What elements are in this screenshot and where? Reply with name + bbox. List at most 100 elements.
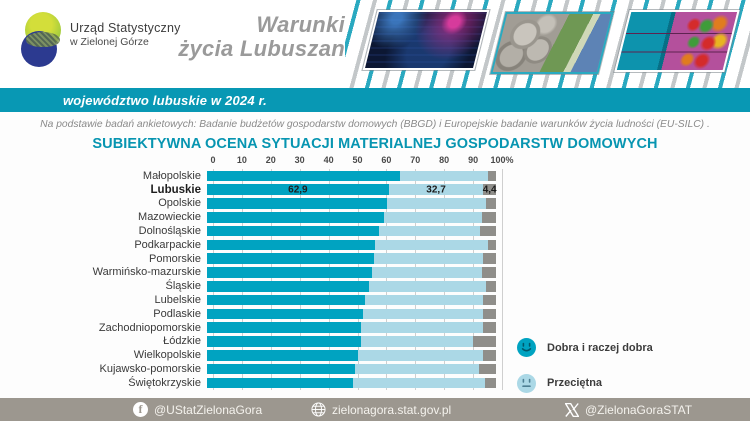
- bar-11: [207, 322, 496, 333]
- chart-row: Warmińsko-mazurskie: [0, 266, 502, 280]
- segment: [481, 211, 496, 223]
- segment: [487, 239, 496, 251]
- segment: [207, 322, 362, 333]
- category-label: Małopolskie: [142, 169, 201, 182]
- segment: [483, 308, 496, 320]
- segment: [485, 377, 496, 389]
- segment: [360, 336, 473, 347]
- segment: [483, 349, 496, 361]
- segment: [207, 239, 376, 251]
- segment: [207, 349, 359, 361]
- x-tick: 20: [265, 155, 276, 165]
- segment: [481, 267, 496, 278]
- segment: [207, 294, 365, 306]
- plot-rows: Małopolskie Lubuskie 62,9 32,7 4,4 Opolskie Ma…: [0, 169, 502, 390]
- bar-6: [207, 253, 496, 264]
- fridge-with-food-photo: [614, 10, 740, 72]
- chart-row: Łódzkie: [0, 335, 502, 349]
- bar-3: [207, 211, 496, 223]
- chart-row: Małopolskie: [0, 169, 502, 183]
- chart-row: Mazowieckie: [0, 210, 502, 224]
- legend-label: Dobra i raczej dobra: [547, 341, 653, 354]
- legend-item: Dobra i raczej dobra: [517, 338, 653, 357]
- globe-icon: [311, 402, 326, 417]
- chart-row: Dolnośląskie: [0, 224, 502, 238]
- chart-row: Pomorskie: [0, 252, 502, 266]
- stacked-bar-chart: 0 10 20 30 40 50 60 70 80 90 100% Małopolskie Lubus…: [0, 155, 750, 421]
- bar-10: [207, 308, 496, 320]
- subtitle-text: województwo lubuskie w 2024 r.: [63, 92, 267, 108]
- segment: [207, 267, 372, 278]
- category-label: Śląskie: [165, 280, 201, 293]
- coins-and-banknotes-photo: [490, 12, 614, 74]
- header: Urząd Statystyczny w Zielonej Górze Waru…: [0, 0, 750, 88]
- bar-14: [207, 363, 496, 375]
- segment: [353, 377, 486, 389]
- segment: [482, 253, 496, 264]
- chart-row: Śląskie: [0, 279, 502, 293]
- website-link[interactable]: zielonagora.stat.gov.pl: [311, 398, 451, 421]
- facebook-link[interactable]: f @UStatZielonaGora: [133, 398, 262, 421]
- bar-9: [207, 294, 496, 306]
- segment: [400, 170, 488, 182]
- footer: f @UStatZielonaGora zielonagora.stat.gov…: [0, 398, 750, 421]
- segment: [379, 225, 480, 237]
- segment: [485, 280, 496, 292]
- methodology-note: Na podstawie badań ankietowych: Badanie …: [40, 119, 710, 130]
- chart-row: Lubelskie: [0, 293, 502, 307]
- chart-row: Podkarpackie: [0, 238, 502, 252]
- segment: [375, 239, 488, 251]
- segment: [207, 377, 354, 389]
- category-label: Opolskie: [158, 197, 201, 210]
- segment: [207, 198, 388, 209]
- twitter-handle: @ZielonaGoraSTAT: [585, 402, 693, 417]
- chart-row: Świętokrzyskie: [0, 376, 502, 390]
- x-tick: 80: [439, 155, 450, 165]
- category-label: Wielkopolskie: [133, 349, 201, 362]
- x-tick: 40: [323, 155, 334, 165]
- segment: [207, 170, 401, 182]
- twitter-x-link[interactable]: @ZielonaGoraSTAT: [565, 398, 692, 421]
- subtitle-band: województwo lubuskie w 2024 r.: [0, 88, 750, 112]
- chart-row: Zachodniopomorskie: [0, 321, 502, 335]
- neutral-face-icon: [517, 373, 536, 393]
- chart-row: Lubuskie 62,9 32,7 4,4: [0, 183, 502, 197]
- chart-row: Podlaskie: [0, 307, 502, 321]
- data-label: 62,9: [288, 184, 308, 196]
- segment: [472, 336, 496, 347]
- segment: [361, 322, 484, 333]
- segment: [387, 198, 486, 209]
- bar-7: [207, 267, 496, 278]
- facebook-handle: @UStatZielonaGora: [154, 402, 263, 417]
- segment: [483, 322, 496, 333]
- segment: [487, 170, 496, 182]
- data-label: 4,4: [482, 184, 497, 196]
- facebook-icon: f: [133, 402, 148, 417]
- segment: [207, 280, 369, 292]
- x-tick: 50: [352, 155, 363, 165]
- segment: [479, 225, 496, 237]
- segment: [207, 363, 355, 375]
- chart-title: SUBIEKTYWNA OCENA SYTUACJI MATERIALNEJ G…: [92, 136, 658, 152]
- chart-row: Wielkopolskie: [0, 348, 502, 362]
- x-tick: 0: [210, 155, 216, 165]
- statistical-office-logo: Urząd Statystyczny w Zielonej Górze: [18, 9, 248, 69]
- segment: [354, 363, 479, 375]
- segment: [207, 253, 375, 264]
- x-axis: 0 10 20 30 40 50 60 70 80 90 100%: [210, 155, 513, 167]
- x-tick: 30: [294, 155, 305, 165]
- segment: [388, 184, 484, 195]
- bar-12: [207, 336, 496, 347]
- category-label: Pomorskie: [149, 252, 201, 265]
- x-tick: 60: [381, 155, 392, 165]
- x-tick: 100%: [490, 155, 514, 165]
- category-label: Mazowieckie: [138, 211, 201, 224]
- bar-0: [207, 170, 496, 182]
- x-tick: 70: [410, 155, 421, 165]
- category-label: Lubuskie: [150, 183, 201, 196]
- category-label: Lubelskie: [154, 294, 201, 307]
- segment: [483, 294, 496, 306]
- publication-title: Warunki życia Lubuszan: [178, 12, 345, 61]
- bar-13: [207, 349, 496, 361]
